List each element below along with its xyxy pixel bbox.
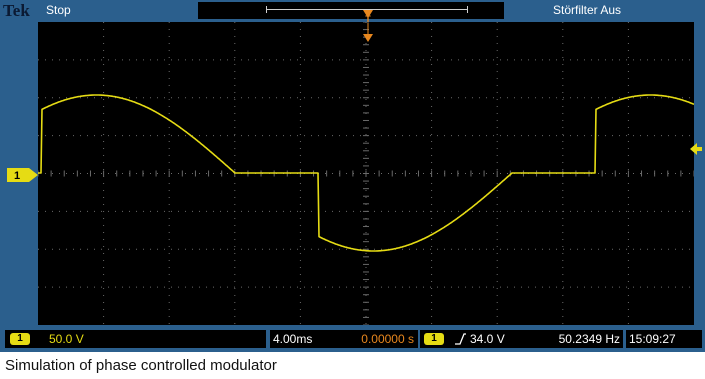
rising-edge-icon (455, 333, 466, 345)
figure-caption: Simulation of phase controlled modulator (5, 357, 277, 374)
waveform-trace (38, 94, 694, 252)
ch1-scale-value: 50.0 V (49, 332, 84, 346)
ch1-marker-label: 1 (14, 170, 20, 182)
trigger-position-icon[interactable]: T (359, 9, 377, 43)
trigger-delay-value: 0.00000 s (361, 332, 414, 346)
ch1-ground-marker-icon[interactable]: 1 (7, 168, 39, 182)
waveform-graticule[interactable] (38, 22, 694, 325)
trigger-source-badge: 1 (424, 333, 444, 345)
timebase-readout[interactable]: 4.00ms 0.00000 s (270, 330, 418, 348)
time-scale-value: 4.00ms (273, 332, 313, 346)
clock-value: 15:09:27 (629, 332, 676, 346)
top-status-bar: Tek Stop Störfilter Aus (0, 0, 705, 22)
oscilloscope-display: Tek Stop Störfilter Aus T 1 1 50.0 V 4.0… (0, 0, 705, 352)
run-status[interactable]: Stop (46, 3, 71, 17)
bottom-status-bar: 1 50.0 V 4.00ms 0.00000 s 1 34.0 V 50.23… (0, 327, 705, 352)
svg-text:T: T (365, 14, 371, 24)
frequency-value: 50.2349 Hz (558, 332, 620, 346)
trigger-level-value: 34.0 V (470, 332, 505, 346)
record-length-bar (198, 2, 504, 19)
ch1-scale-readout[interactable]: 1 50.0 V (5, 330, 266, 348)
ch1-badge: 1 (10, 333, 30, 345)
ch1-waveform-line (38, 94, 694, 252)
noise-filter-status[interactable]: Störfilter Aus (553, 3, 622, 17)
clock-readout: 15:09:27 (626, 330, 702, 348)
record-window-bracket (266, 6, 468, 13)
brand-logo: Tek (3, 1, 30, 20)
trigger-readout[interactable]: 1 34.0 V 50.2349 Hz (420, 330, 623, 348)
trigger-level-arrow-icon[interactable] (690, 142, 702, 156)
